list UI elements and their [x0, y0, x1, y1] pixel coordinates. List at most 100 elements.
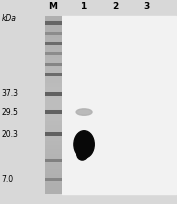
Bar	[45, 32, 62, 35]
Ellipse shape	[74, 131, 94, 158]
Bar	[45, 107, 62, 109]
Bar	[45, 176, 62, 178]
Bar	[45, 29, 62, 32]
Bar	[45, 89, 62, 92]
Bar	[45, 21, 62, 23]
Bar	[45, 94, 62, 96]
Bar	[45, 150, 62, 152]
Bar	[45, 65, 62, 67]
Bar	[45, 56, 62, 58]
Bar	[45, 161, 62, 163]
Bar	[45, 132, 62, 136]
Bar	[45, 74, 62, 76]
Bar	[45, 21, 62, 25]
Text: M: M	[48, 2, 57, 11]
Bar	[45, 38, 62, 41]
Bar	[45, 116, 62, 118]
Bar	[45, 109, 62, 112]
Bar	[45, 58, 62, 61]
Bar	[45, 32, 62, 34]
Text: 1: 1	[80, 2, 86, 11]
Bar	[45, 187, 62, 190]
Bar	[45, 136, 62, 138]
Text: 3: 3	[144, 2, 150, 11]
Text: 2: 2	[112, 2, 118, 11]
Bar	[45, 165, 62, 167]
Bar	[45, 81, 62, 83]
Bar	[45, 185, 62, 187]
Bar	[45, 129, 62, 132]
Bar	[45, 47, 62, 49]
Ellipse shape	[76, 109, 92, 115]
Bar	[45, 25, 62, 27]
Bar	[45, 105, 62, 107]
Text: 37.3: 37.3	[2, 89, 19, 98]
Bar	[45, 16, 62, 18]
Bar	[45, 27, 62, 29]
Bar	[45, 36, 62, 38]
Bar	[45, 72, 62, 74]
Bar	[45, 61, 62, 63]
Bar	[45, 174, 62, 176]
Bar	[45, 159, 62, 162]
Bar	[45, 127, 62, 129]
Bar	[45, 52, 62, 55]
Bar	[45, 125, 62, 127]
Bar	[45, 85, 62, 87]
Bar	[45, 114, 62, 116]
Bar	[62, 16, 176, 194]
Text: 20.3: 20.3	[2, 130, 19, 139]
Bar	[45, 132, 62, 134]
Bar	[45, 103, 62, 105]
Bar	[45, 163, 62, 165]
Bar	[45, 143, 62, 145]
Bar	[45, 92, 62, 96]
Text: 7.0: 7.0	[2, 175, 14, 184]
Bar	[45, 41, 62, 43]
Bar	[45, 123, 62, 125]
Bar	[45, 112, 62, 114]
Bar	[45, 96, 62, 98]
Bar	[45, 92, 62, 94]
Bar	[45, 178, 62, 181]
Bar	[45, 18, 62, 21]
Bar	[45, 183, 62, 185]
Bar	[45, 178, 62, 181]
Bar	[45, 145, 62, 147]
Bar	[45, 190, 62, 192]
Bar	[45, 23, 62, 25]
Bar	[45, 63, 62, 66]
Bar	[45, 63, 62, 65]
Bar	[45, 192, 62, 194]
Bar	[45, 156, 62, 158]
Text: 29.5: 29.5	[2, 108, 19, 116]
Bar	[45, 52, 62, 54]
Bar	[45, 101, 62, 103]
Bar	[45, 134, 62, 136]
Bar	[45, 121, 62, 123]
Bar	[45, 172, 62, 174]
Bar	[45, 110, 62, 114]
Bar	[45, 152, 62, 154]
Bar	[45, 76, 62, 78]
Bar	[45, 141, 62, 143]
Bar	[45, 78, 62, 81]
Bar	[45, 34, 62, 36]
Bar	[45, 43, 62, 45]
Bar	[45, 67, 62, 69]
Bar	[45, 42, 62, 45]
Bar	[45, 138, 62, 141]
Bar	[45, 167, 62, 170]
Bar	[45, 83, 62, 85]
Bar	[45, 154, 62, 156]
Bar	[45, 158, 62, 161]
Bar	[45, 73, 62, 76]
Bar	[45, 147, 62, 150]
Bar	[45, 118, 62, 121]
Bar	[45, 69, 62, 72]
Bar	[45, 45, 62, 47]
Ellipse shape	[77, 148, 88, 160]
Bar	[45, 87, 62, 89]
Bar	[45, 181, 62, 183]
Bar	[45, 49, 62, 52]
